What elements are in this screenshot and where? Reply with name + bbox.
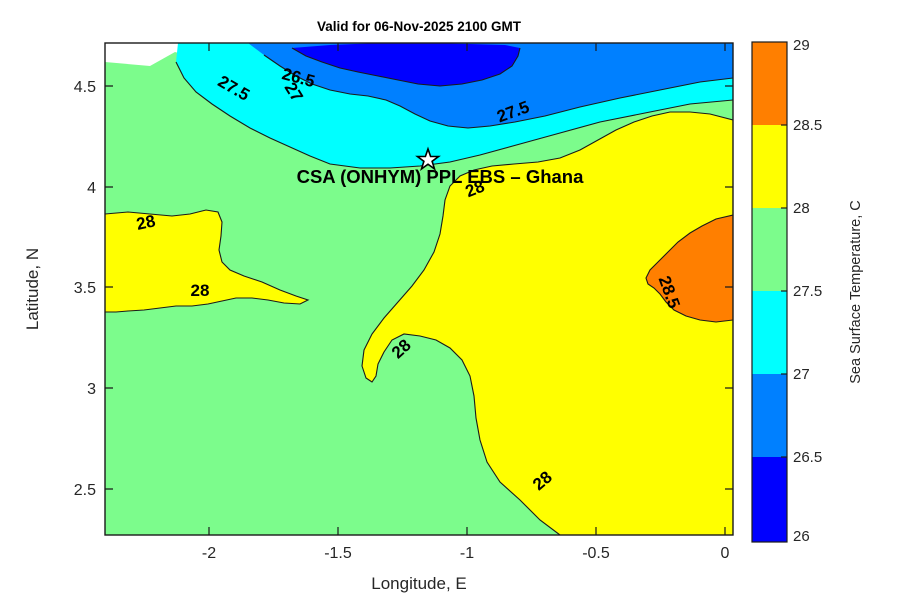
colorbar-swatch-26.5-27	[752, 374, 787, 457]
station-label: CSA (ONHYM) PPL EBS – Ghana	[297, 166, 585, 187]
y-tick-labels: 2.5 3 3.5 4 4.5	[74, 79, 96, 499]
plot-frame	[104, 42, 734, 536]
colorbar-tick-label: 28	[793, 200, 810, 217]
colorbar-swatch-26-26.5	[752, 457, 787, 542]
x-tick-marks	[208, 43, 726, 535]
filled-contours	[105, 43, 733, 535]
contour-line-28-east	[361, 111, 733, 535]
contour-line-27.5-north	[175, 61, 733, 169]
contour-lines	[105, 47, 733, 535]
colorbar-tick-label: 27.5	[793, 283, 822, 300]
station-marker	[415, 146, 441, 171]
colorbar-frame	[751, 41, 788, 543]
contour-plot-area: CSA (ONHYM) PPL EBS – Ghana 27.5 27 26.5…	[104, 42, 734, 536]
y-tick-label: 4.5	[74, 79, 96, 96]
colorbar-tick-marks	[781, 124, 787, 458]
x-tick-label: 0	[721, 545, 730, 562]
x-tick-label: -0.5	[582, 545, 610, 562]
y-tick-marks	[105, 85, 733, 490]
y-tick-label: 2.5	[74, 482, 96, 499]
colorbar-tick-label: 28.5	[793, 117, 822, 134]
colorbar: 26 26.5 27 27.5 28 28.5 29 Sea Surface T…	[751, 37, 864, 545]
contour-label: 28	[135, 211, 157, 234]
colorbar-tick-label: 26	[793, 528, 810, 545]
colorbar-tick-label: 26.5	[793, 449, 822, 466]
x-tick-label: -2	[202, 545, 216, 562]
colorbar-swatch-28-28.5	[752, 125, 787, 208]
contour-line-28-west	[105, 209, 310, 313]
x-axis-label: Longitude, E	[371, 574, 466, 593]
x-tick-label: -1	[460, 545, 474, 562]
y-tick-label: 3	[87, 381, 96, 398]
colorbar-swatch-27.5-28	[752, 208, 787, 291]
contour-line-28.5-east	[645, 214, 733, 323]
y-axis-label: Latitude, N	[23, 248, 42, 330]
contour-line-27-north	[263, 54, 733, 129]
x-tick-labels: -2 -1.5 -1 -0.5 0	[202, 545, 730, 562]
plot-title: Valid for 06-Nov-2025 2100 GMT	[317, 19, 522, 34]
colorbar-label: Sea Surface Temperature, C	[848, 200, 864, 384]
colorbar-tick-label: 29	[793, 37, 810, 54]
contour-band-26-26.5	[292, 43, 520, 86]
colorbar-swatch-27-27.5	[752, 291, 787, 374]
star-icon	[415, 146, 441, 171]
colorbar-tick-label: 27	[793, 366, 810, 383]
x-tick-label: -1.5	[324, 545, 352, 562]
colorbar-tick-labels: 26 26.5 27 27.5 28 28.5 29	[793, 37, 822, 545]
y-tick-label: 3.5	[74, 280, 96, 297]
contour-label: 28	[191, 281, 210, 300]
y-tick-label: 4	[87, 180, 96, 197]
contour-band-28-28.5-west	[105, 210, 308, 312]
contour-line-26.5-core	[291, 47, 521, 87]
contour-band-28-28.5-east	[362, 112, 733, 535]
colorbar-swatch-28.5-29	[752, 42, 787, 125]
contour-band-28.5-29	[646, 215, 733, 322]
